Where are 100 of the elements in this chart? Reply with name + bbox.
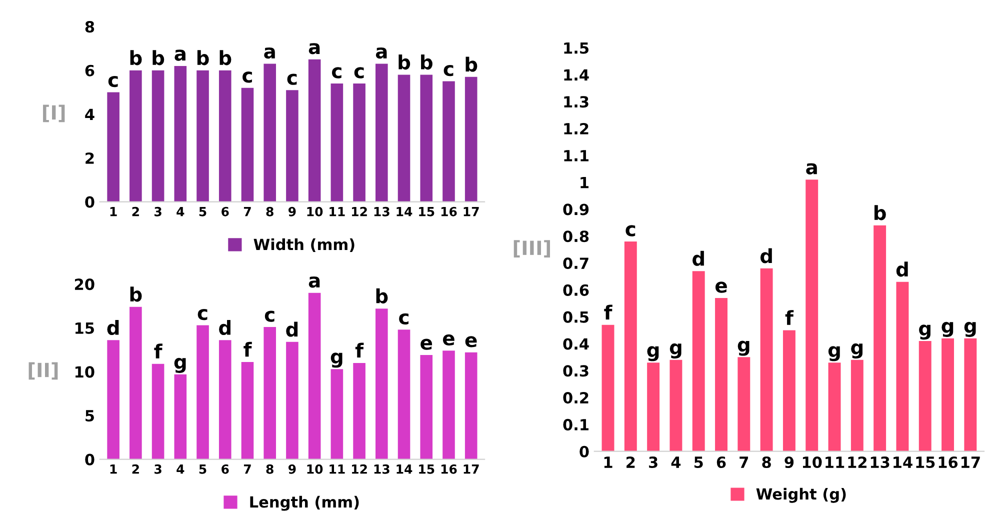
data-label: g bbox=[851, 343, 862, 358]
bar bbox=[241, 88, 254, 202]
bar bbox=[828, 362, 841, 452]
data-label: c bbox=[332, 67, 342, 78]
bar bbox=[670, 360, 682, 452]
bar bbox=[874, 225, 886, 452]
bar bbox=[130, 306, 142, 460]
x-tick-label: 9 bbox=[288, 206, 296, 216]
bar bbox=[353, 84, 366, 202]
bar bbox=[850, 360, 864, 452]
data-label: f bbox=[154, 344, 162, 358]
data-label: g bbox=[174, 358, 186, 373]
data-label: c bbox=[399, 313, 408, 324]
y-tick-label: 4 bbox=[85, 108, 94, 120]
bar bbox=[692, 271, 705, 452]
y-tick-label: 1.2 bbox=[564, 122, 588, 134]
data-label: e bbox=[715, 282, 727, 293]
data-label: c bbox=[108, 76, 118, 88]
bar bbox=[308, 59, 321, 202]
y-axis-title: [I] bbox=[43, 104, 65, 122]
y-tick-label: 0.1 bbox=[563, 418, 588, 430]
bar bbox=[464, 76, 478, 202]
bar bbox=[738, 357, 750, 452]
data-label: d bbox=[896, 262, 908, 277]
bar bbox=[376, 308, 388, 460]
data-label: g bbox=[828, 346, 840, 362]
bar bbox=[330, 84, 344, 202]
x-tick-label: 11 bbox=[330, 464, 345, 474]
bar bbox=[398, 330, 410, 460]
bar bbox=[174, 66, 187, 202]
bar bbox=[420, 355, 433, 460]
x-tick-label: 2 bbox=[132, 464, 139, 474]
x-tick-label: 2 bbox=[132, 206, 139, 216]
bar bbox=[398, 74, 410, 202]
bar bbox=[602, 324, 614, 452]
x-tick-label: 11 bbox=[826, 456, 844, 468]
data-label: a bbox=[376, 47, 387, 59]
bar bbox=[442, 350, 455, 460]
x-tick-label: 4 bbox=[176, 464, 184, 474]
x-tick-label: 4 bbox=[671, 456, 681, 468]
data-label: c bbox=[242, 72, 252, 83]
bar bbox=[152, 364, 164, 460]
data-label: d bbox=[692, 250, 704, 266]
data-label: g bbox=[738, 340, 750, 356]
data-label: c bbox=[354, 67, 364, 78]
x-tick-label: 17 bbox=[962, 456, 980, 468]
x-tick-label: 10 bbox=[802, 456, 822, 468]
data-label: g bbox=[330, 352, 342, 368]
y-tick-label: 20 bbox=[74, 278, 94, 290]
data-label: d bbox=[760, 248, 772, 264]
y-tick-label: 10 bbox=[76, 366, 94, 378]
data-label: f bbox=[604, 304, 612, 320]
bar bbox=[376, 64, 388, 202]
data-label: b bbox=[130, 50, 142, 66]
x-tick-label: 1 bbox=[604, 456, 612, 468]
data-label: g bbox=[647, 346, 659, 362]
bar bbox=[715, 298, 728, 452]
data-label: g bbox=[942, 322, 954, 337]
x-tick-label: 10 bbox=[307, 464, 323, 474]
data-label: b bbox=[874, 205, 886, 220]
data-label: b bbox=[466, 56, 478, 72]
bar bbox=[218, 340, 232, 460]
x-tick-label: 3 bbox=[154, 206, 162, 216]
x-tick-label: 14 bbox=[396, 464, 412, 474]
bar bbox=[330, 369, 344, 460]
data-label: b bbox=[421, 54, 432, 70]
y-tick-label: 0.9 bbox=[563, 204, 589, 216]
y-tick-label: 0.2 bbox=[563, 392, 588, 404]
x-tick-label: 2 bbox=[626, 456, 635, 468]
y-tick-label: 1.4 bbox=[564, 69, 589, 80]
x-tick-label: 9 bbox=[288, 464, 296, 474]
data-label: e bbox=[442, 334, 454, 346]
x-tick-label: 16 bbox=[441, 206, 457, 216]
bar bbox=[196, 70, 209, 202]
data-label: f bbox=[785, 310, 794, 325]
x-tick-label: 14 bbox=[396, 207, 412, 216]
bar bbox=[896, 282, 909, 452]
y-tick-label: 2 bbox=[86, 152, 94, 164]
x-tick-label: 8 bbox=[266, 464, 274, 474]
y-tick-label: 1.1 bbox=[564, 150, 588, 162]
x-tick-label: 12 bbox=[352, 206, 367, 216]
data-label: e bbox=[465, 336, 477, 348]
bar bbox=[264, 327, 276, 460]
data-label: a bbox=[264, 47, 275, 59]
bar bbox=[264, 64, 276, 202]
x-tick-label: 17 bbox=[464, 464, 479, 474]
bar bbox=[964, 338, 977, 452]
x-tick-label: 13 bbox=[870, 456, 890, 468]
x-tick-label: 5 bbox=[199, 207, 206, 216]
legend-label: Weight (g) bbox=[756, 488, 846, 503]
y-axis-title: [III] bbox=[514, 240, 550, 258]
x-tick-label: 10 bbox=[307, 206, 323, 216]
data-label: d bbox=[107, 320, 119, 335]
x-tick-label: 7 bbox=[244, 207, 251, 216]
bar bbox=[760, 268, 773, 452]
bar bbox=[918, 341, 932, 452]
y-tick-label: 0 bbox=[580, 446, 589, 458]
data-label: c bbox=[264, 310, 274, 322]
bar bbox=[782, 330, 796, 452]
x-tick-label: 3 bbox=[154, 464, 162, 474]
